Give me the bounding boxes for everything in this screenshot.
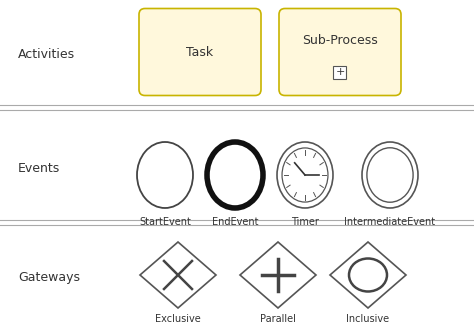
- Ellipse shape: [362, 142, 418, 208]
- Text: StartEvent: StartEvent: [139, 217, 191, 227]
- Polygon shape: [240, 242, 316, 308]
- Text: Task: Task: [186, 46, 214, 58]
- Text: Sub-Process: Sub-Process: [302, 34, 378, 47]
- Text: Exclusive: Exclusive: [155, 314, 201, 324]
- Ellipse shape: [349, 258, 387, 291]
- Text: Activities: Activities: [18, 49, 75, 61]
- Ellipse shape: [137, 142, 193, 208]
- Text: Parallel: Parallel: [260, 314, 296, 324]
- Text: Timer: Timer: [291, 217, 319, 227]
- Text: EndEvent: EndEvent: [212, 217, 258, 227]
- Bar: [334, 65, 346, 79]
- Polygon shape: [140, 242, 216, 308]
- Ellipse shape: [282, 148, 328, 202]
- Text: Gateways: Gateways: [18, 272, 80, 284]
- Ellipse shape: [367, 148, 413, 202]
- Text: +: +: [335, 67, 345, 77]
- Ellipse shape: [207, 142, 263, 208]
- Text: Events: Events: [18, 161, 60, 175]
- Text: Inclusive: Inclusive: [346, 314, 390, 324]
- FancyBboxPatch shape: [279, 9, 401, 95]
- Polygon shape: [330, 242, 406, 308]
- FancyBboxPatch shape: [139, 9, 261, 95]
- Ellipse shape: [277, 142, 333, 208]
- Text: IntermediateEvent: IntermediateEvent: [345, 217, 436, 227]
